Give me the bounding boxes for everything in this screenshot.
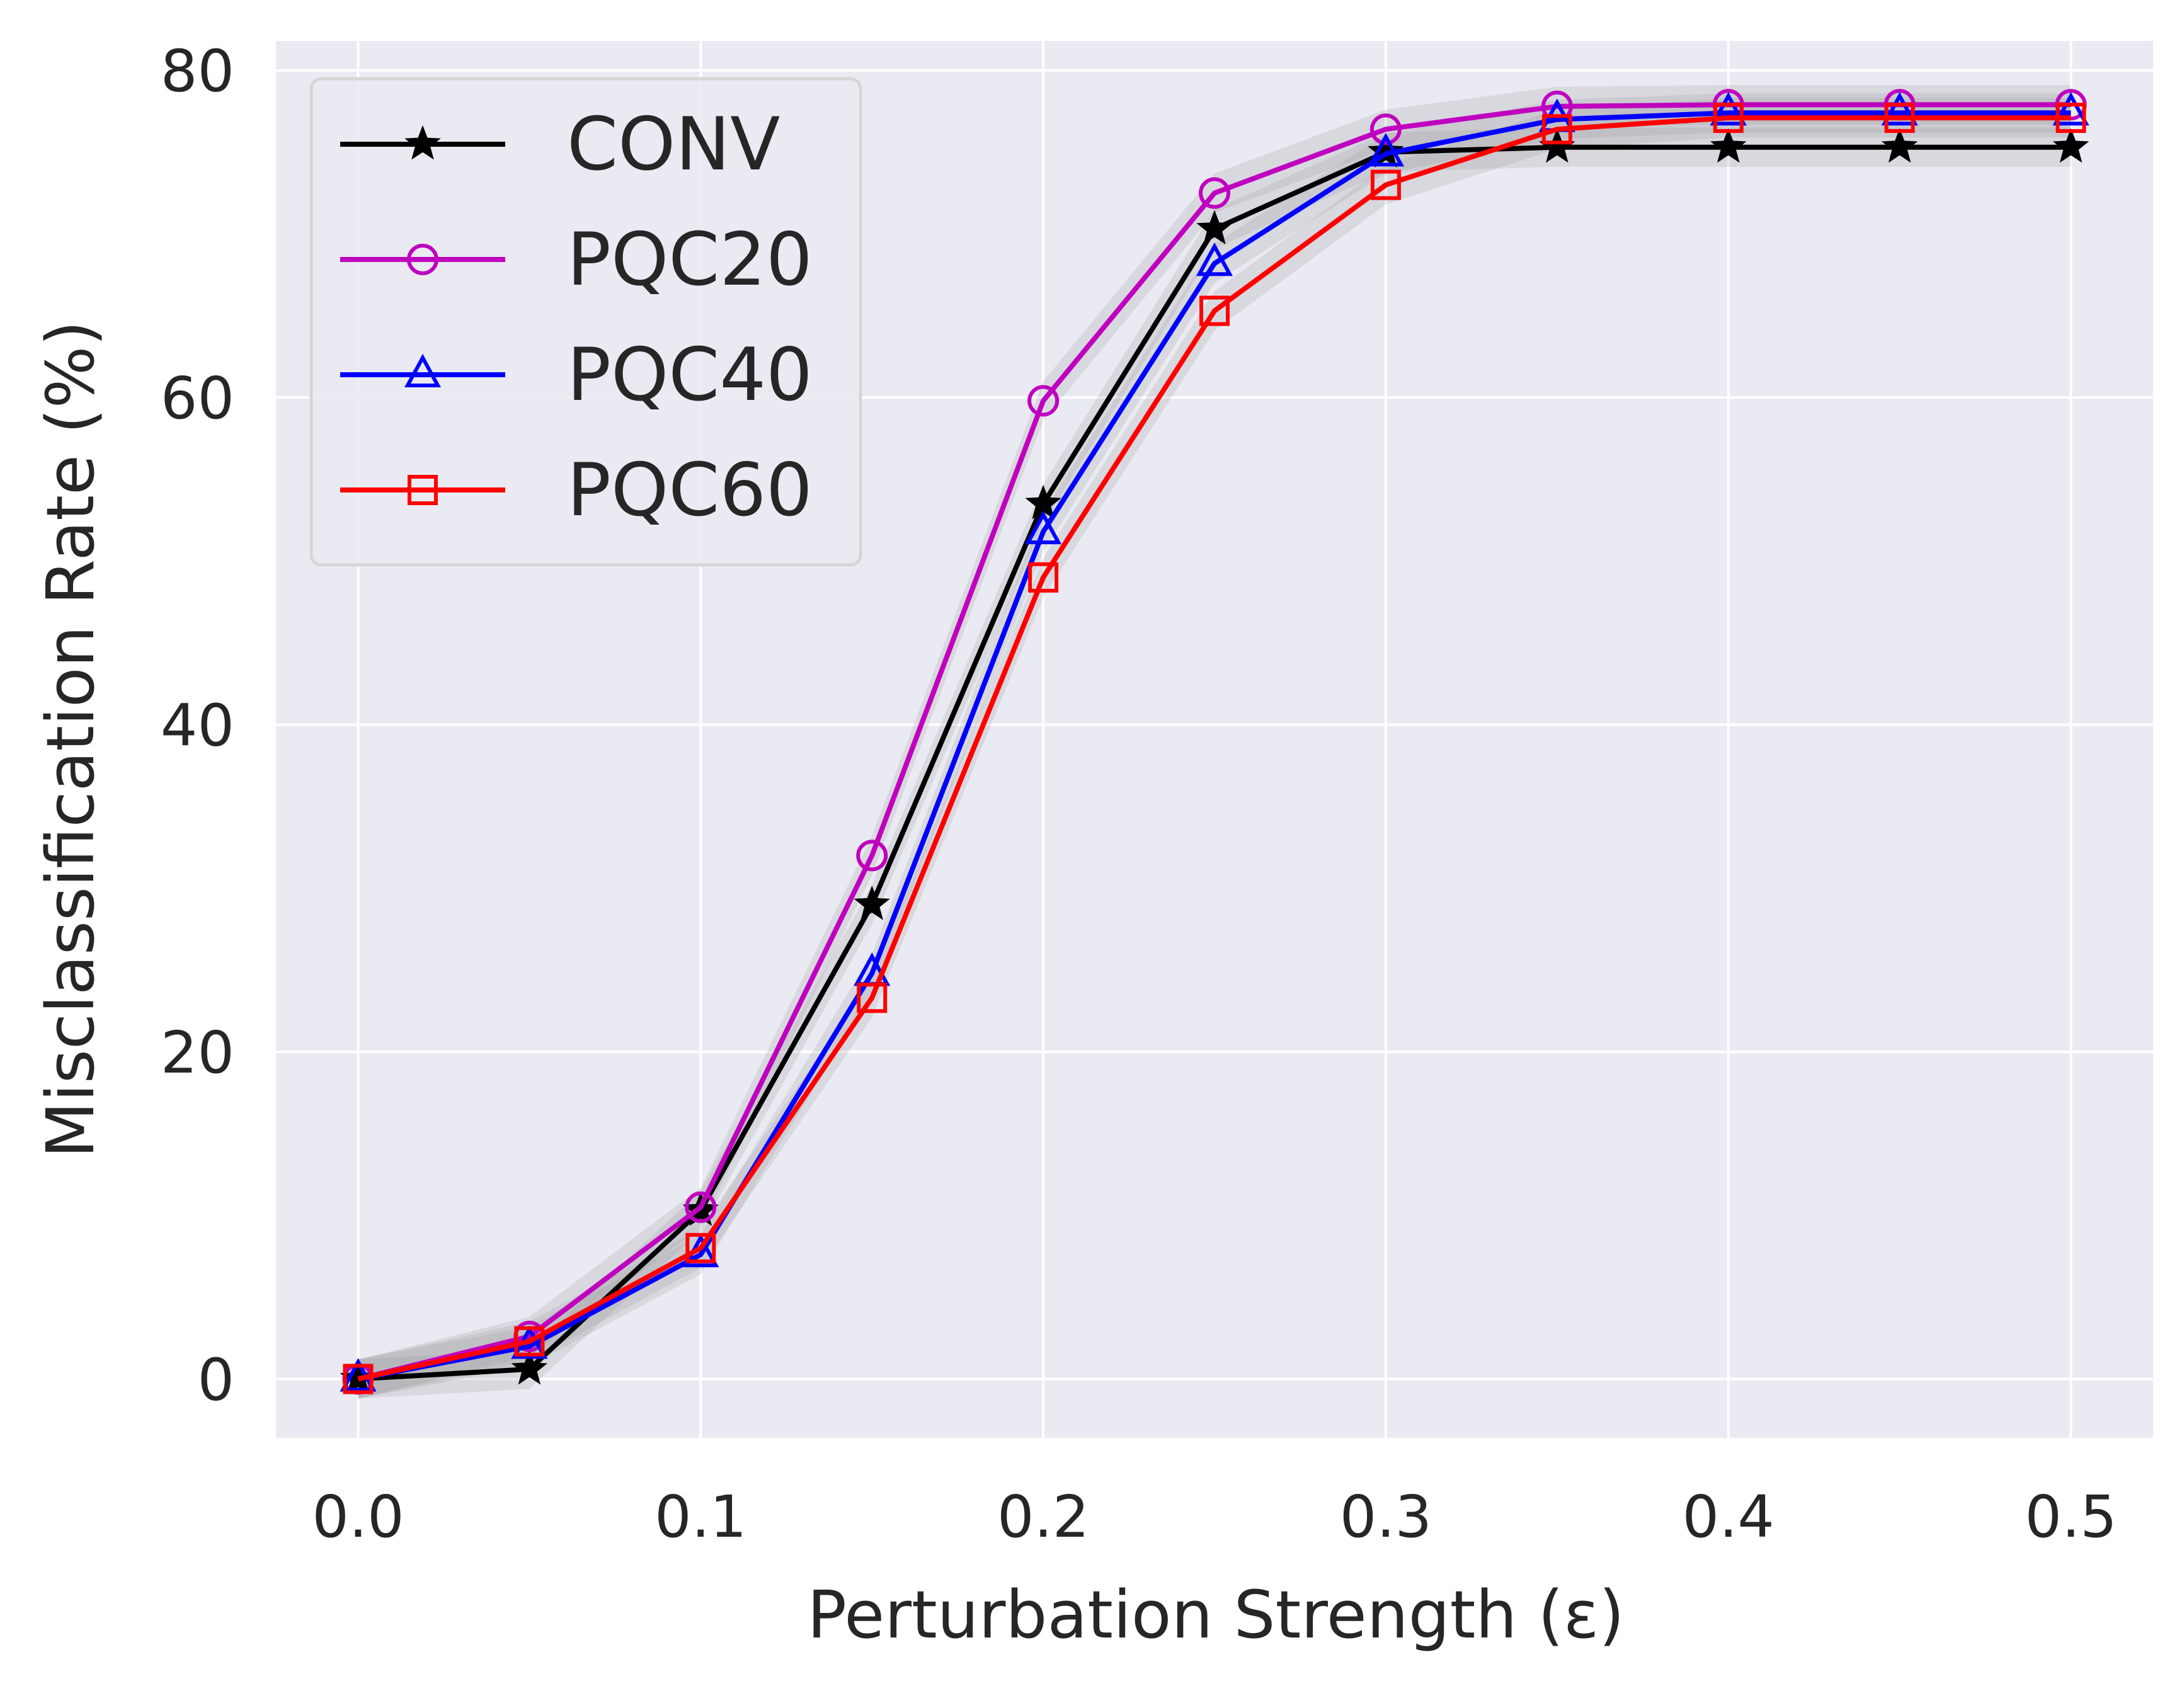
x-tick-label: 0.3: [1340, 1483, 1432, 1551]
legend-label: PQC20: [567, 217, 813, 302]
x-tick-label: 0.4: [1683, 1483, 1775, 1551]
data-point-square: [685, 1233, 716, 1263]
y-tick-label: 40: [161, 692, 234, 760]
data-point-star: [511, 1350, 548, 1385]
series-pqc60: [343, 103, 2086, 1394]
data-point-star: [1196, 210, 1233, 245]
data-point-square: [857, 983, 888, 1013]
series-line: [357, 115, 2071, 1382]
data-point-square: [514, 1326, 545, 1357]
x-tick-label: 0.5: [2025, 1483, 2117, 1551]
data-point-star: [1368, 133, 1404, 168]
x-tick-labels: 0.0 0.1 0.2 0.3 0.4 0.5: [312, 1483, 2117, 1551]
data-point-triangle: [1881, 92, 1918, 126]
series-conv: [340, 128, 2090, 1394]
legend-label: CONV: [567, 102, 780, 187]
data-point-square: [1028, 562, 1059, 593]
data-point-circle: [1027, 385, 1060, 417]
y-tick-label: 20: [161, 1019, 234, 1086]
data-point-square: [1884, 103, 1915, 134]
y-tick-labels: 0 20 40 60 80: [161, 38, 234, 1414]
data-point-triangle: [1025, 510, 1062, 545]
series-layer: [340, 89, 2090, 1395]
data-point-square: [1370, 169, 1401, 200]
data-point-star: [1881, 128, 1918, 163]
x-tick-label: 0.0: [312, 1483, 404, 1551]
data-point-circle: [856, 840, 888, 872]
y-tick-label: 80: [161, 38, 234, 105]
series-line: [357, 110, 2071, 1382]
x-axis-label: Perturbation Strength (ε): [807, 1576, 1625, 1653]
legend-label: PQC40: [567, 333, 813, 418]
data-point-triangle: [2052, 92, 2090, 126]
x-tick-label: 0.2: [997, 1483, 1089, 1551]
grid: [276, 41, 2153, 1438]
legend-frame: [309, 77, 862, 567]
legend-item: PQC20: [340, 217, 813, 302]
data-point-circle: [407, 244, 438, 275]
y-axis-label: Misclassification Rate (%): [32, 321, 109, 1158]
data-point-circle: [685, 1191, 717, 1223]
legend: CONV PQC20 PQC40 PQC60: [309, 77, 862, 567]
data-point-star: [404, 125, 441, 160]
legend-item: PQC60: [340, 448, 813, 533]
data-point-square: [2055, 103, 2086, 134]
data-point-star: [854, 886, 890, 920]
data-point-triangle: [1367, 132, 1404, 167]
data-point-circle: [1369, 113, 1402, 145]
data-point-triangle: [404, 353, 442, 387]
data-point-square: [1199, 295, 1230, 326]
data-point-square: [408, 475, 438, 505]
data-point-square: [1541, 114, 1572, 145]
legend-label: PQC60: [567, 448, 813, 533]
data-point-star: [1710, 128, 1747, 163]
y-tick-label: 0: [197, 1347, 234, 1414]
data-point-triangle: [1196, 242, 1233, 276]
x-tick-label: 0.1: [655, 1483, 746, 1551]
data-point-triangle: [1710, 92, 1747, 126]
y-tick-label: 60: [161, 365, 234, 432]
series-line: [357, 102, 2071, 1382]
data-point-circle: [1199, 177, 1230, 209]
legend-item: PQC40: [340, 333, 813, 418]
data-point-square: [343, 1364, 374, 1394]
legend-item: CONV: [340, 102, 780, 187]
data-point-square: [1713, 103, 1744, 134]
data-point-star: [2052, 128, 2090, 163]
